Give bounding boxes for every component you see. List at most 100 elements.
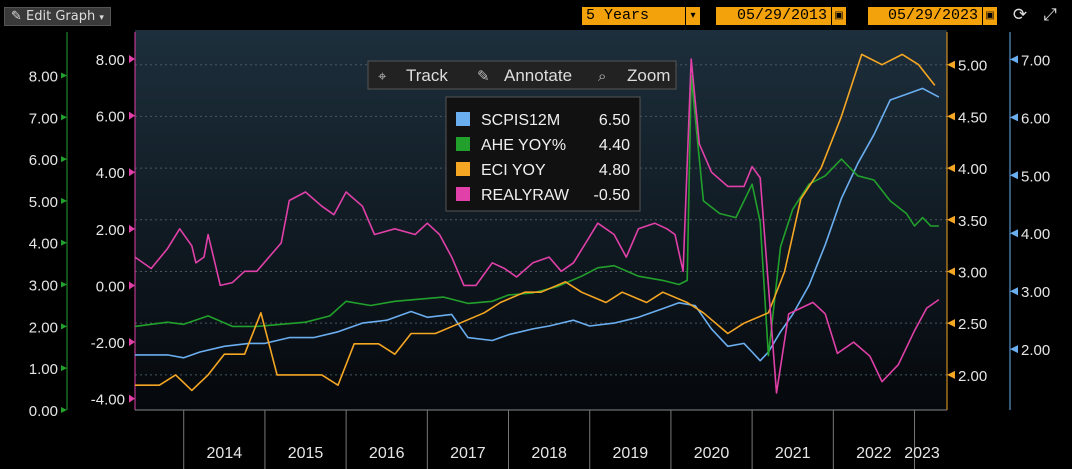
green-axis-tick-label: 2.00 [29,319,58,336]
chart: 0.00 1.00 2.00 3.00 4.00 5.00 6.00 7.00 8.00 -4.0… [29,30,1050,469]
pink-axis-tick-label: 4.00 [96,165,125,182]
axes: 0.00 1.00 2.00 3.00 4.00 5.00 6.00 7.00 8.00 -4.0… [29,32,1050,420]
start-date-calendar-icon[interactable]: ▣ [832,7,846,25]
series-line-scpis12m [135,87,940,362]
period-dropdown-button[interactable]: ▾ [686,7,700,25]
green-axis-tick [61,365,67,372]
chevron-down-icon: ▾ [99,13,104,23]
legend-series-value: 4.40 [599,137,630,154]
pink-axis-tick [129,394,135,403]
edit-graph-label: Edit Graph [26,9,96,24]
pink-axis-tick [129,338,135,347]
x-axis-tick-label: 2015 [288,445,324,462]
x-axis-tick-label: 2023 [904,445,940,462]
green-axis-tick-label: 3.00 [29,278,58,295]
blue-axis-tick [1010,113,1018,122]
expand-icon[interactable]: ⤢ [1043,5,1057,25]
blue-axis-tick-label: 6.00 [1021,110,1050,127]
orange-axis-tick-label: 5.00 [958,58,987,75]
green-axis-tick-label: 0.00 [29,403,58,420]
track-label: Track [406,66,448,85]
legend: SCPIS12M 6.50 AHE YOY% 4.40 ECI YOY 4.80 REALY… [445,96,641,212]
x-axis-tick-label: 2016 [369,445,405,462]
orange-axis-tick [947,319,955,328]
green-axis-tick-label: 7.00 [29,110,58,127]
x-axis-tick-label: 2020 [694,445,730,462]
end-date-input[interactable]: 05/29/2023 [868,7,982,25]
start-date-input[interactable]: 05/29/2013 [716,7,831,25]
refresh-icon[interactable]: ⟳ [1012,5,1028,25]
pink-axis-tick [129,54,135,63]
green-axis-tick-label: 5.00 [29,194,58,211]
blue-axis-tick [1010,229,1018,238]
pink-axis-tick-label: -2.00 [91,335,125,352]
x-axis-tick-label: 2014 [207,445,243,462]
green-axis-tick-label: 8.00 [29,68,58,85]
legend-swatch [456,112,470,126]
top-toolbar: ✎ Edit Graph ▾ 5 Years ▾ 05/29/2013 ▣ 05… [0,0,1072,30]
green-axis-tick [61,281,67,288]
pencil-icon: ✎ [11,9,22,24]
blue-axis-tick-label: 2.00 [1021,342,1050,359]
period-select[interactable]: 5 Years [582,7,685,25]
legend-series-name: AHE YOY% [481,137,566,154]
zoom-label: Zoom [627,66,670,85]
pink-axis-tick [129,224,135,233]
zoom-button[interactable]: ⌕ Zoom [598,66,670,85]
series-line-ahe-yoy- [134,74,939,357]
blue-axis-tick [1010,55,1018,64]
legend-box [445,96,641,212]
green-axis-tick [61,72,67,79]
green-axis-tick-label: 6.00 [29,152,58,169]
pink-axis-tick-label: 2.00 [96,222,125,239]
legend-swatch [456,162,470,176]
orange-axis-tick-label: 4.50 [958,109,987,126]
x-axis: 2014 2015 2016 2017 2018 2019 2020 2021 2022 2023 [135,409,947,469]
orange-axis-tick-label: 3.00 [958,264,987,281]
legend-series-value: -0.50 [594,187,631,204]
annotate-button[interactable]: ✎ Annotate [477,66,572,85]
blue-axis-tick-label: 7.00 [1021,52,1050,69]
blue-axis-tick-label: 4.00 [1021,226,1050,243]
x-axis-tick-label: 2017 [450,445,486,462]
green-axis-tick [61,197,67,204]
blue-axis-tick-label: 3.00 [1021,284,1050,301]
legend-series-value: 4.80 [599,162,630,179]
green-axis-tick-label: 1.00 [29,361,58,378]
legend-series-name: REALYRAW [481,187,570,204]
pink-axis-tick-label: 8.00 [96,52,125,69]
green-axis-tick [61,323,67,330]
legend-series-name: SCPIS12M [481,112,560,129]
annotate-label: Annotate [504,66,572,85]
x-axis-tick-label: 2018 [531,445,567,462]
green-axis-tick [61,114,67,121]
legend-series-value: 6.50 [599,112,630,129]
orange-axis-tick [947,164,955,173]
orange-axis-tick [947,60,955,69]
orange-axis-tick [947,267,955,276]
legend-swatch [456,137,470,151]
end-date-calendar-icon[interactable]: ▣ [983,7,997,25]
edit-graph-button[interactable]: ✎ Edit Graph ▾ [4,7,111,26]
blue-axis-tick-label: 5.00 [1021,168,1050,185]
x-axis-tick-label: 2022 [856,445,892,462]
chart-tools-bg [367,60,677,90]
orange-axis-tick [947,370,955,379]
green-axis-tick [61,239,67,246]
orange-axis-tick-label: 4.00 [958,161,987,178]
x-axis-tick-label: 2021 [775,445,811,462]
crosshair-icon: ⌖ [378,68,387,85]
series-line-realyraw [134,58,940,394]
track-button[interactable]: ⌖ Track [378,66,448,85]
series-line-eci-yoy [135,53,936,392]
orange-axis-tick-label: 3.50 [958,213,987,230]
blue-axis-tick [1010,345,1018,354]
magnifier-icon: ⌕ [598,68,606,85]
pink-axis-tick-label: 6.00 [96,109,125,126]
legend-series-name: ECI YOY [481,162,546,179]
orange-axis-tick-label: 2.50 [958,316,987,333]
legend-swatch [456,187,470,201]
blue-axis-tick [1010,287,1018,296]
pink-axis-tick [129,111,135,120]
pink-axis-tick-label: 0.00 [96,278,125,295]
